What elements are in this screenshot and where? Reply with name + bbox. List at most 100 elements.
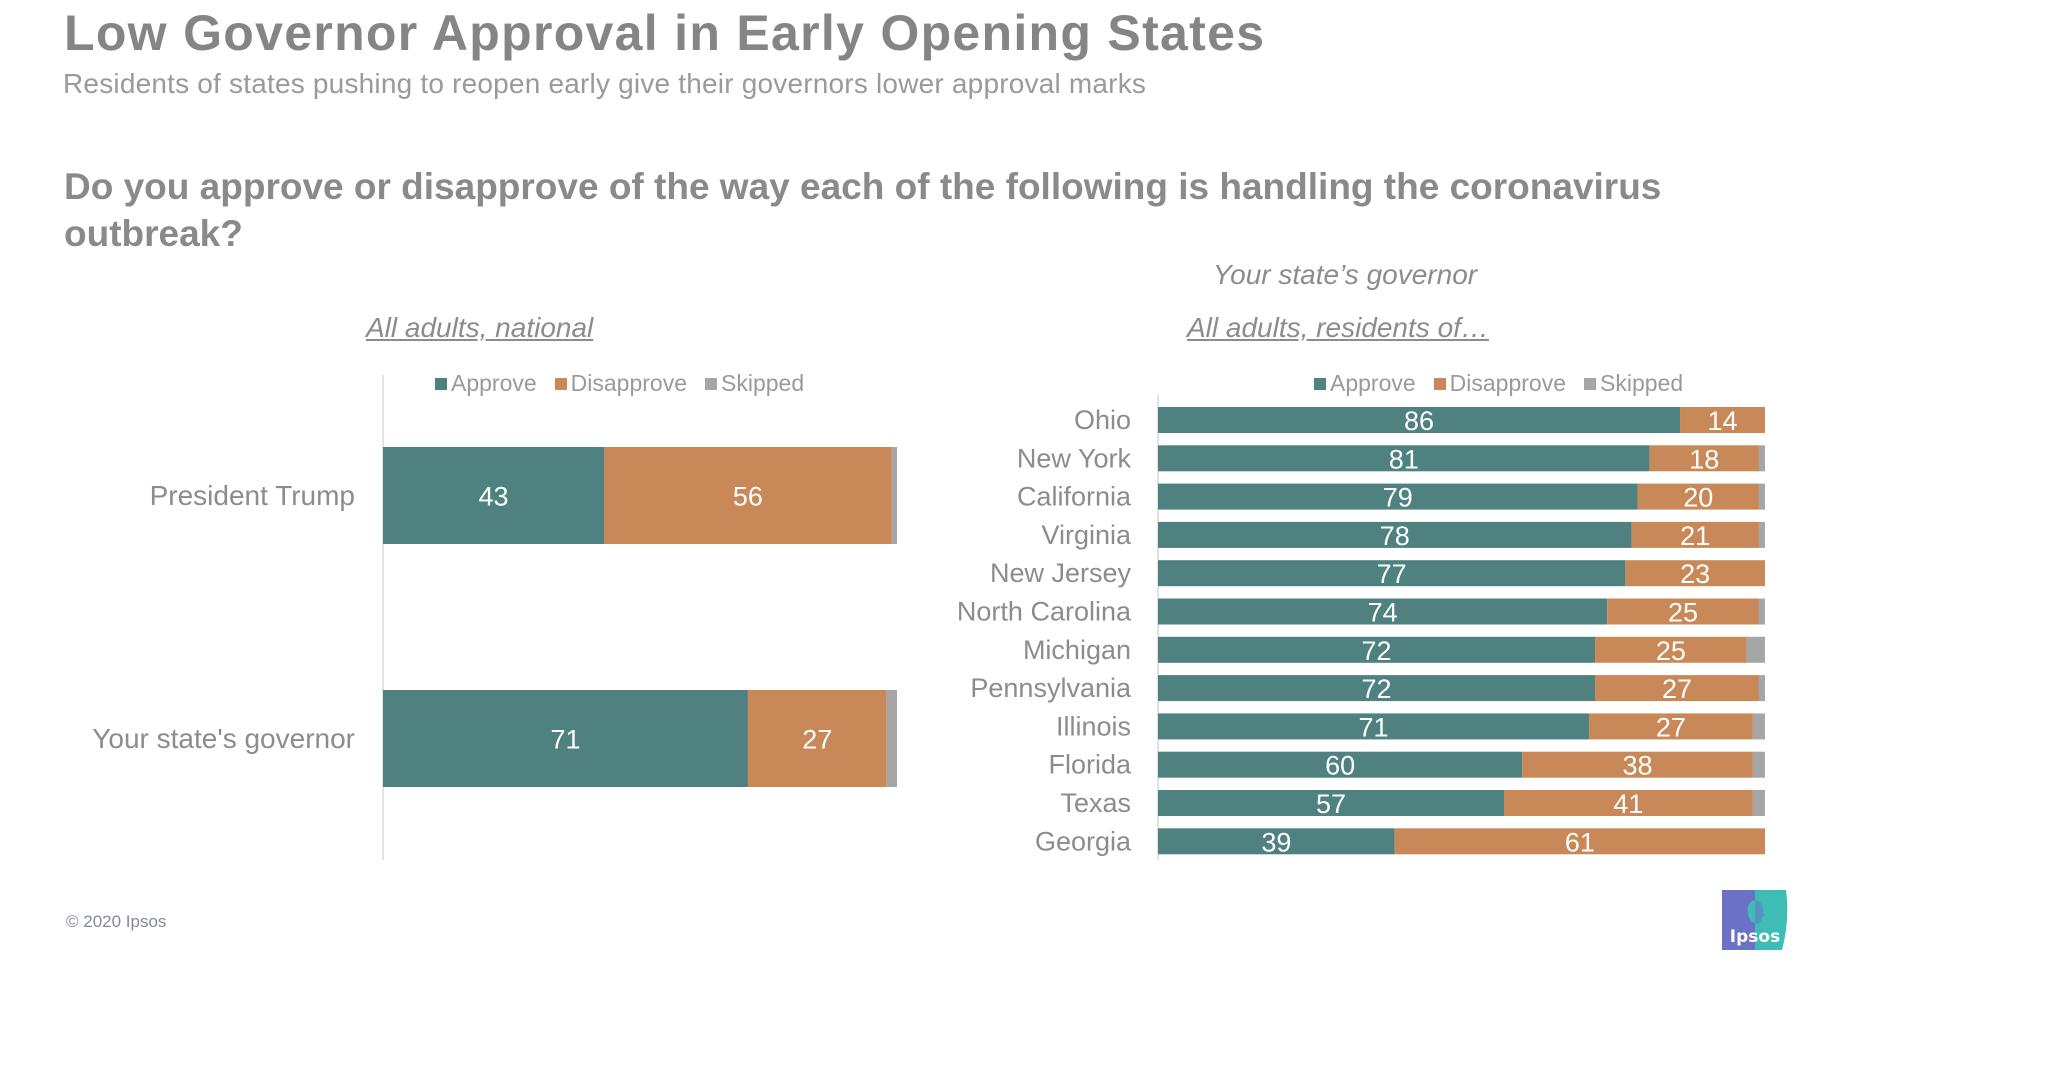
bar-segment-disapprove <box>1607 598 1759 625</box>
category-label: New York <box>1017 443 1132 473</box>
data-label: 86 <box>1404 406 1434 436</box>
page-title: Low Governor Approval in Early Opening S… <box>64 5 1266 61</box>
legend-swatch-approve <box>1314 377 1326 390</box>
bar-segment-disapprove <box>1522 751 1753 778</box>
left-chart-legend: Approve Disapprove Skipped <box>435 370 822 397</box>
data-label: 41 <box>1613 789 1643 819</box>
legend-label: Skipped <box>721 370 805 396</box>
data-label: 60 <box>1325 751 1355 781</box>
data-label: 56 <box>733 482 763 512</box>
bar-segment-approve <box>1158 751 1523 778</box>
bar-segment-skipped <box>1752 713 1765 740</box>
data-label: 77 <box>1377 559 1407 589</box>
legend-item-skipped: Skipped <box>705 370 804 397</box>
data-label: 21 <box>1680 521 1710 551</box>
left-bar-chart: President Trump 43 56 Your state's governor… <box>92 375 897 860</box>
category-label: Ohio <box>1074 405 1131 435</box>
data-label: 18 <box>1689 444 1719 474</box>
legend-label: Approve <box>451 370 537 396</box>
data-label: 72 <box>1361 636 1391 666</box>
right-chart-title: All adults, residents of… <box>1187 312 1489 343</box>
legend-item-disapprove: Disapprove <box>554 370 688 397</box>
data-label: 71 <box>550 725 580 755</box>
data-label: 25 <box>1668 598 1698 628</box>
legend-swatch-approve <box>435 377 447 390</box>
legend-swatch-skipped <box>705 377 718 390</box>
category-label: President Trump <box>150 480 355 511</box>
category-label: Florida <box>1048 750 1132 780</box>
bar-segment-approve <box>1158 828 1395 855</box>
bar-segment-disapprove <box>1503 790 1753 816</box>
bar-segment-approve <box>1158 560 1626 587</box>
data-label: 71 <box>1358 712 1388 742</box>
bar-segment-skipped <box>1746 636 1765 663</box>
category-label: Michigan <box>1023 635 1131 665</box>
bar-segment-disapprove <box>1649 445 1759 472</box>
legend-item-approve: Approve <box>1314 370 1416 397</box>
bar-segment-skipped <box>1758 521 1765 548</box>
bar-segment-approve <box>1158 445 1650 472</box>
bar-segment-approve <box>1158 675 1596 702</box>
category-label: New Jersey <box>990 558 1132 588</box>
data-label: 74 <box>1368 598 1398 628</box>
bar-segment-approve <box>383 690 748 787</box>
data-label: 81 <box>1389 444 1419 474</box>
right-chart-legend: Approve Disapprove Skipped <box>1314 370 1701 397</box>
left-chart-title: All adults, national <box>366 312 594 343</box>
bar-segment-disapprove <box>1680 407 1765 433</box>
data-label: 27 <box>802 725 832 755</box>
bar-segment-skipped <box>1752 790 1765 816</box>
legend-label: Skipped <box>1600 370 1684 396</box>
bar-segment-approve <box>1158 598 1608 625</box>
legend-swatch-disapprove <box>554 377 567 390</box>
bar-segment-skipped <box>1758 598 1765 625</box>
data-label: 14 <box>1707 406 1737 436</box>
data-label: 57 <box>1316 789 1346 819</box>
legend-swatch-skipped <box>1584 377 1597 390</box>
legend-label: Disapprove <box>570 370 688 396</box>
bar-segment-skipped <box>1752 751 1765 778</box>
bar-segment-approve <box>1158 407 1681 433</box>
bar-segment-disapprove <box>1588 713 1753 740</box>
bar-segment-approve <box>1158 790 1504 816</box>
legend-item-approve: Approve <box>435 370 537 397</box>
data-label: 23 <box>1680 559 1710 589</box>
survey-question: Do you approve or disapprove of the way … <box>64 166 1662 254</box>
data-label: 25 <box>1656 636 1686 666</box>
logo-text: Ipsos <box>1730 927 1780 947</box>
right-chart-supertitle: Your state’s governor <box>1213 259 1478 290</box>
data-label: 61 <box>1565 827 1595 857</box>
category-label: Georgia <box>1035 826 1132 856</box>
data-label: 27 <box>1662 674 1692 704</box>
bar-segment-skipped <box>1758 483 1765 510</box>
bar-segment-disapprove <box>1595 636 1747 663</box>
bar-segment-approve <box>1158 483 1638 510</box>
data-label: 39 <box>1261 827 1291 857</box>
legend-label: Approve <box>1330 370 1416 396</box>
bar-segment-skipped <box>891 447 897 544</box>
data-label: 72 <box>1361 674 1391 704</box>
bar-segment-disapprove <box>1637 483 1759 510</box>
category-label: Your state's governor <box>92 723 355 754</box>
bar-segment-approve <box>1158 521 1632 548</box>
category-label: Illinois <box>1056 711 1131 741</box>
category-label: Pennsylvania <box>970 673 1132 703</box>
right-bar-chart: Ohio 86 14 New York 81 18 California 79 20 Virgin… <box>957 395 1765 860</box>
category-label: Texas <box>1060 788 1131 818</box>
data-label: 38 <box>1623 751 1653 781</box>
legend-item-disapprove: Disapprove <box>1433 370 1566 397</box>
bar-segment-disapprove <box>1595 675 1759 702</box>
category-label: North Carolina <box>957 597 1132 627</box>
page-subtitle: Residents of states pushing to reopen ea… <box>63 68 1147 99</box>
data-label: 79 <box>1383 483 1413 513</box>
data-label: 20 <box>1683 483 1713 513</box>
bar-segment-approve <box>383 447 605 544</box>
bar-segment-skipped <box>1758 675 1765 702</box>
data-label: 27 <box>1656 712 1686 742</box>
bar-segment-skipped <box>886 690 897 787</box>
data-label: 78 <box>1380 521 1410 551</box>
bar-segment-disapprove <box>1631 521 1759 548</box>
ipsos-logo: Ipsos <box>1722 890 1788 950</box>
bar-segment-approve <box>1158 636 1596 663</box>
